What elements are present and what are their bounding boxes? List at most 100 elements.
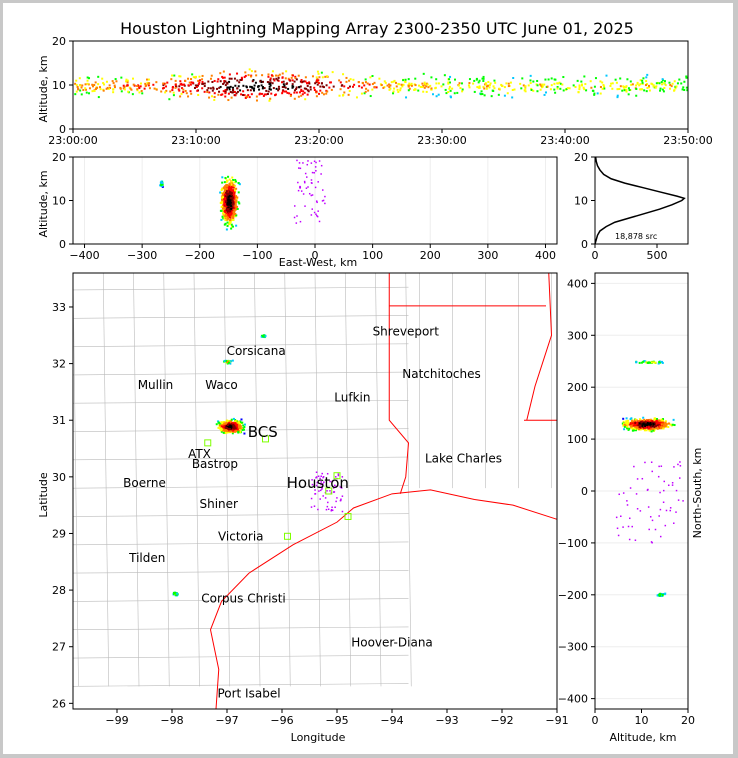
time-height-source <box>255 95 258 98</box>
ew-source <box>233 197 236 200</box>
ew-source <box>223 181 226 184</box>
ew-source <box>221 207 224 210</box>
time-height-source <box>561 83 564 86</box>
ew-scatter-source <box>313 172 315 174</box>
ew-source <box>232 210 235 213</box>
ew-source <box>229 212 232 215</box>
time-height-source <box>639 83 642 86</box>
time-height-source <box>171 86 174 89</box>
ew-scatter-source <box>314 166 317 168</box>
time-height-source <box>105 80 108 83</box>
map-scatter-source <box>333 484 336 487</box>
city-label: Shreveport <box>373 324 440 338</box>
ns-source <box>631 422 634 425</box>
time-height-source <box>303 80 306 83</box>
ew-source <box>227 217 230 220</box>
time-height-source <box>578 84 581 87</box>
lma-station-marker <box>325 487 333 495</box>
ew-scatter-source <box>316 201 318 204</box>
map-scatter-source <box>316 481 319 484</box>
ew-scatter-source <box>310 194 313 197</box>
ns-source <box>649 428 652 431</box>
time-height-source <box>669 83 672 86</box>
ew-source <box>236 205 239 208</box>
time-height-source <box>577 91 580 94</box>
map-scatter-source <box>334 506 336 508</box>
time-height-source <box>276 79 279 82</box>
time-height-source <box>75 90 78 93</box>
map-scatter-source <box>310 497 313 500</box>
time-height-source <box>589 80 592 83</box>
time-height-source <box>485 87 488 90</box>
ns-source <box>656 427 659 430</box>
ew-scatter-source <box>295 222 298 224</box>
time-height-source <box>80 93 83 96</box>
time-height-source <box>136 88 139 91</box>
time-height-source <box>582 86 585 89</box>
time-height-source <box>86 76 89 79</box>
time-height-source <box>217 93 220 96</box>
ew-source <box>226 188 229 191</box>
time-height-source <box>426 83 429 86</box>
time-height-source <box>290 93 293 96</box>
time-height-source <box>437 82 440 85</box>
ew-scatter-source <box>304 181 306 184</box>
time-height-source <box>673 80 676 83</box>
map-source <box>173 592 176 595</box>
time-height-source <box>112 91 115 94</box>
ew-source <box>223 204 226 207</box>
map-scatter-source <box>321 488 323 490</box>
time-height-source <box>389 84 392 87</box>
ew-source <box>231 216 234 219</box>
ns-source <box>630 425 633 428</box>
time-height-source <box>226 82 229 85</box>
map-source <box>215 423 218 426</box>
ew-source <box>161 183 164 186</box>
time-height-source <box>423 86 426 89</box>
time-height-source <box>120 76 123 79</box>
time-height-source <box>468 82 471 85</box>
time-height-source <box>360 86 363 89</box>
ns-source <box>661 418 664 421</box>
time-height-source <box>122 84 125 87</box>
map-source <box>220 421 223 424</box>
county-border <box>72 654 409 659</box>
ns-source <box>660 427 663 430</box>
ns-source <box>641 426 644 429</box>
ns-scatter-source <box>639 510 642 512</box>
time-height-source <box>345 76 348 79</box>
ew-scatter-source <box>297 189 300 192</box>
time-height-source <box>131 93 134 96</box>
time-height-source <box>368 83 371 86</box>
time-height-source <box>246 95 249 98</box>
map-source <box>233 426 236 429</box>
time-height-source <box>392 90 395 93</box>
ns-source <box>634 418 637 421</box>
time-height-source <box>447 82 450 85</box>
time-height-source <box>275 74 278 77</box>
map-scatter-source <box>326 490 328 492</box>
ns-source <box>667 426 670 429</box>
time-height-source <box>314 82 317 85</box>
time-height-source <box>329 81 332 84</box>
ns-source <box>659 426 662 429</box>
time-height-source <box>102 89 105 92</box>
time-height-source <box>252 79 255 82</box>
time-height-source <box>435 95 438 98</box>
ew-source <box>160 183 163 186</box>
ns-source <box>661 421 664 424</box>
ns-source <box>656 420 659 423</box>
time-height-source <box>544 78 547 81</box>
ew-source <box>226 202 229 205</box>
time-height-source <box>641 82 644 85</box>
ns-scatter-source <box>633 465 635 468</box>
time-height-source <box>291 86 294 89</box>
time-height-source <box>358 85 361 88</box>
time-height-source <box>396 88 399 91</box>
time-height-source <box>360 92 363 95</box>
ew-source <box>230 183 233 186</box>
time-height-source <box>188 81 191 84</box>
ns-source <box>673 424 676 427</box>
ew-source <box>232 201 235 204</box>
ns-source <box>650 430 653 433</box>
